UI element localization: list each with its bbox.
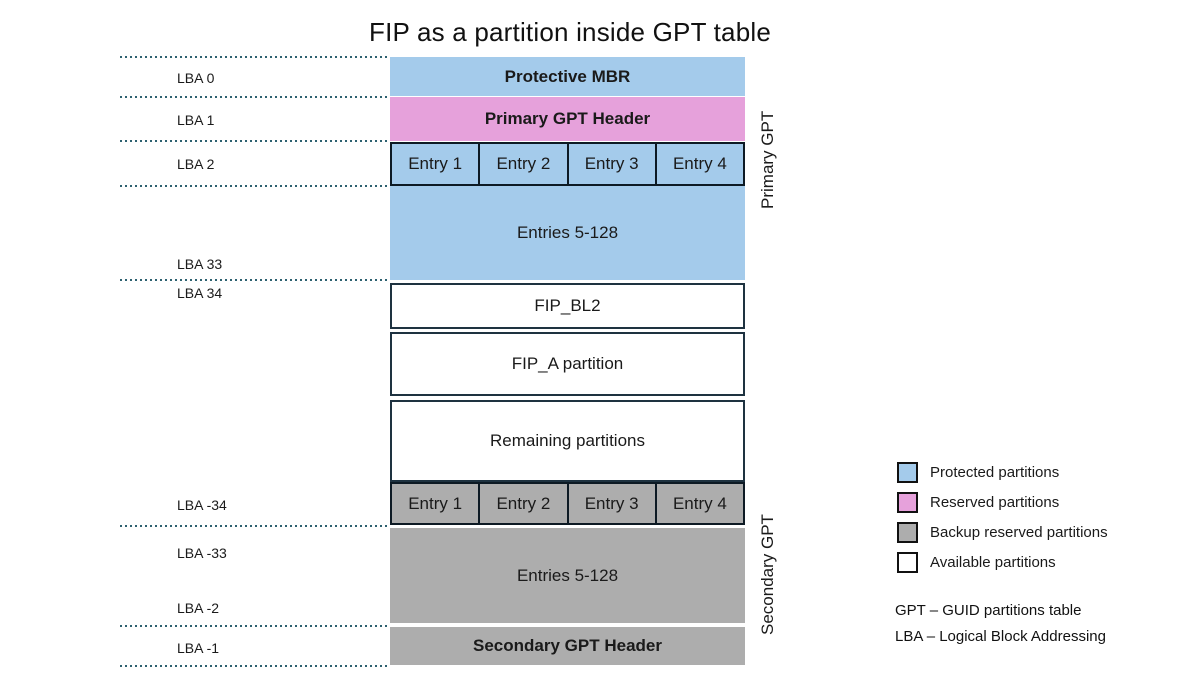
block-primary-entries-5-128: Entries 5-128 [390,185,745,280]
block-secondary-entries-5-128: Entries 5-128 [390,528,745,623]
protected-color-swatch [897,462,918,483]
note-lba-abbreviation: LBA – Logical Block Addressing [895,628,1106,645]
lba-label-33: LBA 33 [177,256,223,272]
block-protective-mbr: Protective MBR [390,57,745,96]
lba-boundary-line [120,665,390,667]
primary-entry-2: Entry 2 [480,143,569,184]
lba-boundary-line [120,279,390,281]
legend-label: Backup reserved partitions [930,524,1108,541]
primary-entry-4: Entry 4 [656,143,743,184]
block-fip-a-partition: FIP_A partition [390,332,745,396]
primary-entry-3: Entry 3 [568,143,657,184]
lba-label-neg-33: LBA -33 [177,545,227,561]
secondary-entry-row: Entry 1 Entry 2 Entry 3 Entry 4 [390,482,745,525]
secondary-entry-2: Entry 2 [480,484,569,523]
lba-label-0: LBA 0 [177,70,215,86]
lba-label-neg-2: LBA -2 [177,600,220,616]
lba-label-2: LBA 2 [177,156,215,172]
block-secondary-gpt-header: Secondary GPT Header [390,627,745,665]
lba-boundary-line [120,96,390,98]
note-gpt-abbreviation: GPT – GUID partitions table [895,602,1082,619]
block-remaining-partitions: Remaining partitions [390,400,745,482]
primary-entry-1: Entry 1 [392,143,481,184]
lba-boundary-line [120,625,390,627]
legend-item-backup: Backup reserved partitions [897,522,1108,543]
secondary-gpt-section-label: Secondary GPT [758,514,777,636]
backup-color-swatch [897,522,918,543]
legend-item-protected: Protected partitions [897,462,1059,483]
primary-gpt-section-label: Primary GPT [758,110,777,210]
lba-label-34: LBA 34 [177,285,223,301]
lba-label-1: LBA 1 [177,112,215,128]
available-color-swatch [897,552,918,573]
reserved-color-swatch [897,492,918,513]
lba-label-neg-34: LBA -34 [177,497,227,513]
lba-boundary-line [120,140,390,142]
lba-boundary-line [120,525,390,527]
secondary-entry-1: Entry 1 [392,484,481,523]
legend-label: Protected partitions [930,464,1060,481]
legend-label: Reserved partitions [930,494,1060,511]
lba-boundary-line [120,56,390,58]
block-fip-bl2: FIP_BL2 [390,283,745,329]
lba-label-neg-1: LBA -1 [177,640,220,656]
secondary-entry-4: Entry 4 [656,484,743,523]
legend-item-available: Available partitions [897,552,1056,573]
page-title: FIP as a partition inside GPT table [368,17,772,47]
legend-label: Available partitions [930,554,1056,571]
block-primary-gpt-header: Primary GPT Header [390,97,745,141]
secondary-entry-3: Entry 3 [568,484,657,523]
lba-boundary-line [120,185,390,187]
legend-item-reserved: Reserved partitions [897,492,1059,513]
primary-entry-row: Entry 1 Entry 2 Entry 3 Entry 4 [390,141,745,186]
